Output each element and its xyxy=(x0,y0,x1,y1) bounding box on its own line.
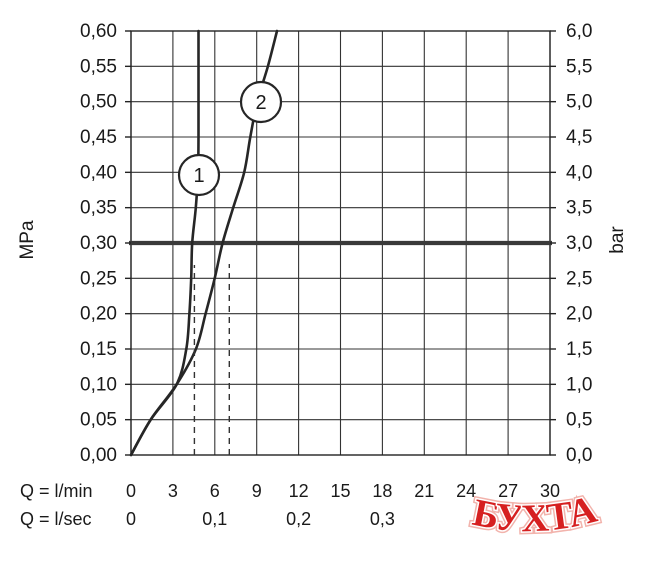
svg-text:0,5: 0,5 xyxy=(566,410,592,431)
svg-text:2,0: 2,0 xyxy=(566,304,592,325)
svg-text:0,3: 0,3 xyxy=(370,509,395,529)
svg-text:0,05: 0,05 xyxy=(80,410,117,431)
svg-text:2: 2 xyxy=(255,92,266,114)
svg-text:0,20: 0,20 xyxy=(80,304,117,325)
svg-text:0,1: 0,1 xyxy=(202,509,227,529)
svg-text:18: 18 xyxy=(372,481,392,501)
svg-text:0,25: 0,25 xyxy=(80,268,117,289)
svg-text:0,10: 0,10 xyxy=(80,374,117,395)
svg-text:0,60: 0,60 xyxy=(80,21,117,42)
svg-text:0,0: 0,0 xyxy=(566,445,592,466)
svg-text:0,55: 0,55 xyxy=(80,56,117,77)
svg-text:1: 1 xyxy=(193,165,204,187)
svg-text:0: 0 xyxy=(126,509,136,529)
svg-text:Q = l/min: Q = l/min xyxy=(20,481,93,501)
svg-text:Q = l/sec: Q = l/sec xyxy=(20,509,92,529)
svg-text:6: 6 xyxy=(210,481,220,501)
svg-text:5,0: 5,0 xyxy=(566,92,592,113)
svg-text:5,5: 5,5 xyxy=(566,56,592,77)
svg-text:0,15: 0,15 xyxy=(80,339,117,360)
svg-text:0,00: 0,00 xyxy=(80,445,117,466)
svg-text:0,30: 0,30 xyxy=(80,233,117,254)
svg-text:6,0: 6,0 xyxy=(566,21,592,42)
svg-text:0,2: 0,2 xyxy=(286,509,311,529)
svg-text:0,45: 0,45 xyxy=(80,127,117,148)
svg-text:12: 12 xyxy=(289,481,309,501)
svg-text:bar: bar xyxy=(607,226,628,254)
svg-text:БУХТА: БУХТА xyxy=(469,488,601,541)
svg-text:24: 24 xyxy=(456,481,476,501)
svg-text:0: 0 xyxy=(126,481,136,501)
svg-text:9: 9 xyxy=(252,481,262,501)
svg-text:3,5: 3,5 xyxy=(566,198,592,219)
svg-text:1,5: 1,5 xyxy=(566,339,592,360)
svg-text:0,35: 0,35 xyxy=(80,198,117,219)
svg-text:4,5: 4,5 xyxy=(566,127,592,148)
svg-text:2,5: 2,5 xyxy=(566,268,592,289)
svg-text:21: 21 xyxy=(414,481,434,501)
svg-text:0,50: 0,50 xyxy=(80,92,117,113)
svg-text:1,0: 1,0 xyxy=(566,374,592,395)
svg-text:0,40: 0,40 xyxy=(80,162,117,183)
svg-text:3: 3 xyxy=(168,481,178,501)
svg-text:MPa: MPa xyxy=(17,220,38,260)
svg-text:4,0: 4,0 xyxy=(566,162,592,183)
svg-text:3,0: 3,0 xyxy=(566,233,592,254)
svg-text:15: 15 xyxy=(330,481,350,501)
